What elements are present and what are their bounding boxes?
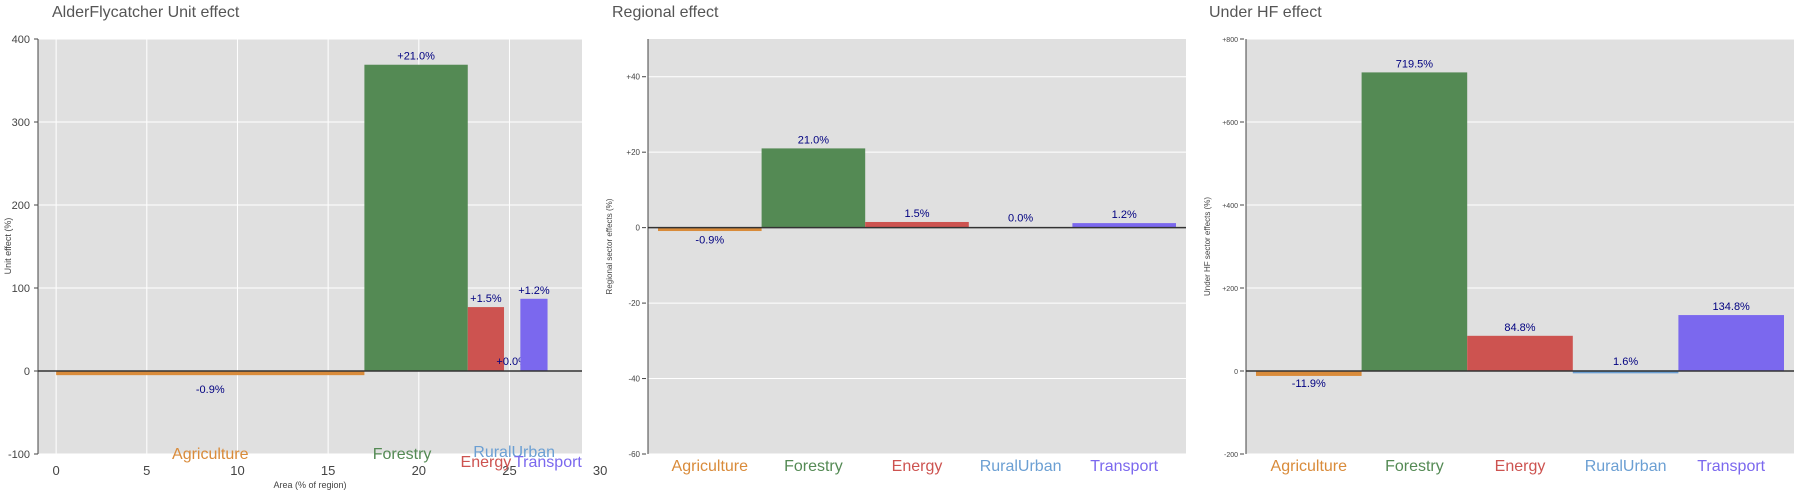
plot3-category-forestry: Forestry xyxy=(1385,458,1444,475)
plot2-data-label-transport: 1.2% xyxy=(1112,209,1137,221)
plot1-xtick-label: 25 xyxy=(502,463,516,478)
plot1-xtick-label: 5 xyxy=(143,463,150,478)
plot3-ytick-label: -200 xyxy=(1224,452,1238,459)
plot3-bar-energy xyxy=(1467,335,1573,371)
plot1-xtick-label: 30 xyxy=(593,463,607,478)
plot1-ytick-label: 100 xyxy=(12,283,30,295)
plot3-bar-agriculture xyxy=(1256,371,1362,376)
plot1-data-label-energy: +1.5% xyxy=(470,293,502,305)
plot2-bar-energy xyxy=(865,221,969,228)
plot2-category-transport: Transport xyxy=(1090,458,1158,475)
plot2-background xyxy=(648,39,1186,454)
plot1-bar-transport xyxy=(520,298,548,371)
plot3-data-label-transport: 134.8% xyxy=(1713,301,1751,313)
panel-1-title: AlderFlycatcher Unit effect xyxy=(52,4,240,21)
plot3-bar-ruralurban xyxy=(1572,370,1679,374)
plot3-bar-forestry xyxy=(1361,72,1468,371)
plot2-category-ruralurban: RuralUrban xyxy=(980,458,1062,475)
plot1-ytick-label: 200 xyxy=(12,200,30,212)
plot2-data-label-forestry: 21.0% xyxy=(798,134,829,146)
plot1-yaxis-title: Unit effect (%) xyxy=(3,218,13,275)
panel-3-title: Under HF effect xyxy=(1209,4,1322,21)
plot1-bar-energy xyxy=(467,307,505,371)
plot3-ytick-label: +800 xyxy=(1222,37,1238,44)
plot3-category-transport: Transport xyxy=(1697,458,1765,475)
plot3-data-label-agriculture: -11.9% xyxy=(1292,378,1326,390)
plot2-category-agriculture: Agriculture xyxy=(672,458,749,475)
plot3-background xyxy=(1246,39,1794,454)
plot1-category-transport: Transport xyxy=(514,454,582,471)
plot1-xtick-label: 20 xyxy=(412,463,426,478)
plot2-bar-transport xyxy=(1072,223,1176,228)
plot1-bar-forestry xyxy=(364,64,468,371)
plot2-data-label-energy: 1.5% xyxy=(904,208,929,220)
plot1-xtick-label: 15 xyxy=(321,463,335,478)
plot1-ytick-label: 400 xyxy=(12,34,30,46)
panel-2-title: Regional effect xyxy=(612,4,719,21)
plot1-data-label-transport: +1.2% xyxy=(518,285,550,297)
plot1-xaxis-title: Area (% of region) xyxy=(273,480,346,490)
plot1-ytick-label: -100 xyxy=(8,449,30,461)
plot2-bar-agriculture xyxy=(658,227,762,232)
plot3-yaxis-title: Under HF sector effects (%) xyxy=(1203,197,1212,296)
plot2-ytick-label: -20 xyxy=(628,299,640,308)
plot2-ytick-label: -60 xyxy=(628,450,640,459)
plot3-ytick-label: +400 xyxy=(1222,203,1238,210)
plot2-ytick-label: -40 xyxy=(628,375,640,384)
plot2-ytick-label: +40 xyxy=(626,73,640,82)
plot1-category-energy: Energy xyxy=(461,454,512,471)
plot3-ytick-label: 0 xyxy=(1234,369,1238,376)
plot1-xtick-label: 0 xyxy=(53,463,60,478)
plot2-data-label-ruralurban: 0.0% xyxy=(1008,213,1033,225)
plot3-data-label-ruralurban: 1.6% xyxy=(1613,356,1638,368)
plot3-category-agriculture: Agriculture xyxy=(1271,458,1348,475)
plot1-background xyxy=(38,39,582,454)
plot1-data-label-ruralurban: +0.0% xyxy=(496,356,528,368)
plot2-category-energy: Energy xyxy=(892,458,943,475)
plot3-ytick-label: +600 xyxy=(1222,120,1238,127)
plot2-bar-forestry xyxy=(761,148,866,228)
plot1-xtick-label: 10 xyxy=(230,463,244,478)
plot2-yaxis-title: Regional sector effects (%) xyxy=(605,198,614,294)
plot1-category-agriculture: Agriculture xyxy=(172,446,249,463)
plot1-ytick-label: 300 xyxy=(12,117,30,129)
plot3-category-ruralurban: RuralUrban xyxy=(1585,458,1667,475)
plot1-category-ruralurban: RuralUrban xyxy=(473,444,555,461)
plot2-ytick-label: 0 xyxy=(636,224,641,233)
plot1-data-label-agriculture: -0.9% xyxy=(196,384,225,396)
plot3-data-label-forestry: 719.5% xyxy=(1396,58,1434,70)
plot3-category-energy: Energy xyxy=(1495,458,1546,475)
plot1-ytick-label: 0 xyxy=(24,366,30,378)
plot2-data-label-agriculture: -0.9% xyxy=(695,235,724,247)
plot3-data-label-energy: 84.8% xyxy=(1504,322,1535,334)
plot1-category-forestry: Forestry xyxy=(373,446,432,463)
plot1-bar-agriculture xyxy=(56,371,365,376)
plot2-ytick-label: +20 xyxy=(626,148,640,157)
plot3-bar-transport xyxy=(1678,315,1784,371)
plot1-data-label-forestry: +21.0% xyxy=(397,51,435,63)
plot2-category-forestry: Forestry xyxy=(784,458,843,475)
plot3-ytick-label: +200 xyxy=(1222,286,1238,293)
